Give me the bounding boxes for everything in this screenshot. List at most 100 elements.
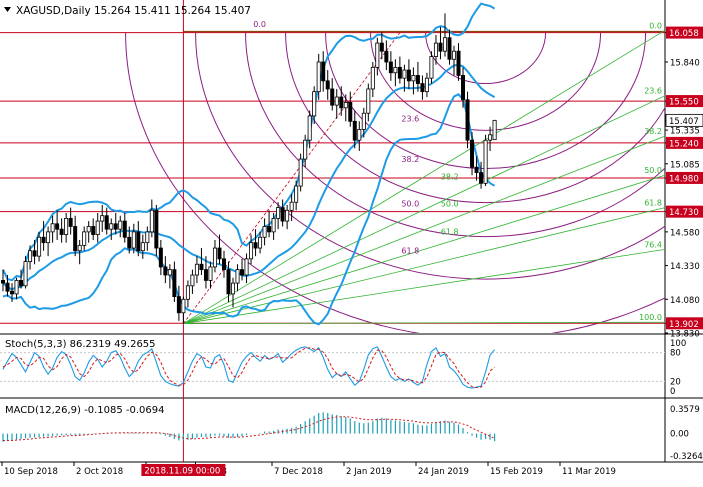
stochastic-pane[interactable]: Stoch(5,3,3) 86.2319 49.2655 [0,339,665,389]
candle[interactable] [208,261,213,289]
candle[interactable] [406,59,411,89]
candle[interactable] [357,121,362,151]
candle[interactable] [483,134,488,187]
candle[interactable] [280,199,285,227]
candle[interactable] [370,61,375,98]
candle[interactable] [447,29,452,65]
candle[interactable] [158,239,163,276]
candle[interactable] [77,239,82,265]
candle[interactable] [321,51,326,92]
candle[interactable] [203,256,208,289]
candle[interactable] [384,40,389,71]
candle[interactable] [199,248,204,276]
candle[interactable] [37,231,42,262]
candle[interactable] [325,70,330,100]
candle[interactable] [163,256,168,284]
candle[interactable] [388,51,393,81]
candle[interactable] [470,132,475,176]
candle[interactable] [330,78,335,111]
candle[interactable] [352,110,357,149]
candle[interactable] [262,218,267,246]
candle[interactable] [5,275,10,297]
candle[interactable] [298,153,303,192]
candle[interactable] [86,221,91,243]
candle[interactable] [348,91,353,127]
candle[interactable] [488,126,493,151]
candle[interactable] [145,226,150,251]
candle[interactable] [10,283,15,302]
candle[interactable] [307,110,312,149]
candle[interactable] [64,212,69,243]
candle[interactable] [285,204,290,230]
candle[interactable] [303,134,308,168]
candle[interactable] [451,45,456,76]
candle[interactable] [267,210,272,238]
candle[interactable] [113,212,118,235]
candle[interactable] [194,256,199,284]
candle[interactable] [0,269,6,292]
candle[interactable] [289,194,294,222]
candle[interactable] [271,212,276,240]
candle[interactable] [343,94,348,122]
candle[interactable] [185,280,190,308]
candle[interactable] [474,156,479,181]
candle[interactable] [136,221,141,257]
candle[interactable] [118,215,123,238]
candle[interactable] [19,269,24,289]
candle[interactable] [461,67,466,108]
candle[interactable] [312,86,317,125]
candle[interactable] [339,86,344,116]
candle[interactable] [442,13,447,57]
candle[interactable] [231,277,236,308]
candle[interactable] [492,119,497,141]
candle[interactable] [172,261,177,302]
candle[interactable] [479,161,484,189]
candle[interactable] [176,285,181,321]
candle[interactable] [253,229,258,257]
candle[interactable] [244,253,249,284]
candle[interactable] [375,37,380,76]
macd-pane[interactable]: MACD(12,26,9) -0.1085 -0.0694 [2,405,496,442]
candle[interactable] [23,256,28,289]
candle[interactable] [32,239,37,265]
candle[interactable] [91,218,96,240]
candle[interactable] [402,64,407,92]
candle[interactable] [249,234,254,265]
candle[interactable] [14,277,19,300]
candle[interactable] [424,72,429,98]
candle[interactable] [154,204,159,257]
candle[interactable] [316,53,321,100]
candle[interactable] [226,261,231,302]
candle[interactable] [59,218,64,243]
candle[interactable] [379,32,384,60]
candle[interactable] [415,61,420,92]
candle[interactable] [140,234,145,259]
candle[interactable] [46,226,51,257]
candle[interactable] [100,204,105,232]
candle[interactable] [41,221,46,251]
candle[interactable] [465,91,470,149]
candle[interactable] [235,264,240,292]
candle[interactable] [393,59,398,87]
candle[interactable] [55,210,60,240]
candle[interactable] [212,239,217,273]
candle[interactable] [433,35,438,65]
candle[interactable] [190,269,195,294]
candle[interactable] [28,245,33,270]
candle[interactable] [122,212,127,243]
candle[interactable] [294,180,299,211]
candle[interactable] [411,67,416,95]
candle[interactable] [109,218,114,240]
candle[interactable] [131,223,136,254]
candle[interactable] [95,212,100,243]
candle[interactable] [167,264,172,289]
candle[interactable] [181,296,186,324]
candle[interactable] [456,43,461,81]
candle[interactable] [149,199,154,238]
candle[interactable] [276,202,281,230]
candle[interactable] [82,226,87,251]
candle[interactable] [438,26,443,60]
candle[interactable] [217,234,222,265]
candle[interactable] [420,75,425,100]
candle[interactable] [429,51,434,84]
